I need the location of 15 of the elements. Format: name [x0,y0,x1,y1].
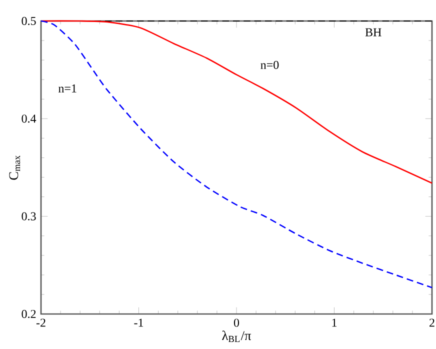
y-tick-label: 0.5 [22,16,36,26]
annotation: n=1 [58,84,76,92]
annotation: n=0 [260,60,279,69]
ref-line-label: BH [365,28,382,36]
x-tick-label: 2 [430,318,434,327]
x-tick-label: 1 [332,318,337,327]
x-tick-label: 0 [234,318,240,327]
y-axis-title: C$_{max}$ [9,155,20,180]
x-axis-title: λ$_{BL}$/π [222,330,252,342]
y-tick-label: 0.4 [22,114,36,123]
x-tick-label: -2 [36,318,46,327]
y-tick-label: 0.2 [22,310,36,318]
line-series [40,20,433,288]
x-tick-label: -1 [134,318,144,327]
y-tick-label: 0.3 [22,212,36,220]
